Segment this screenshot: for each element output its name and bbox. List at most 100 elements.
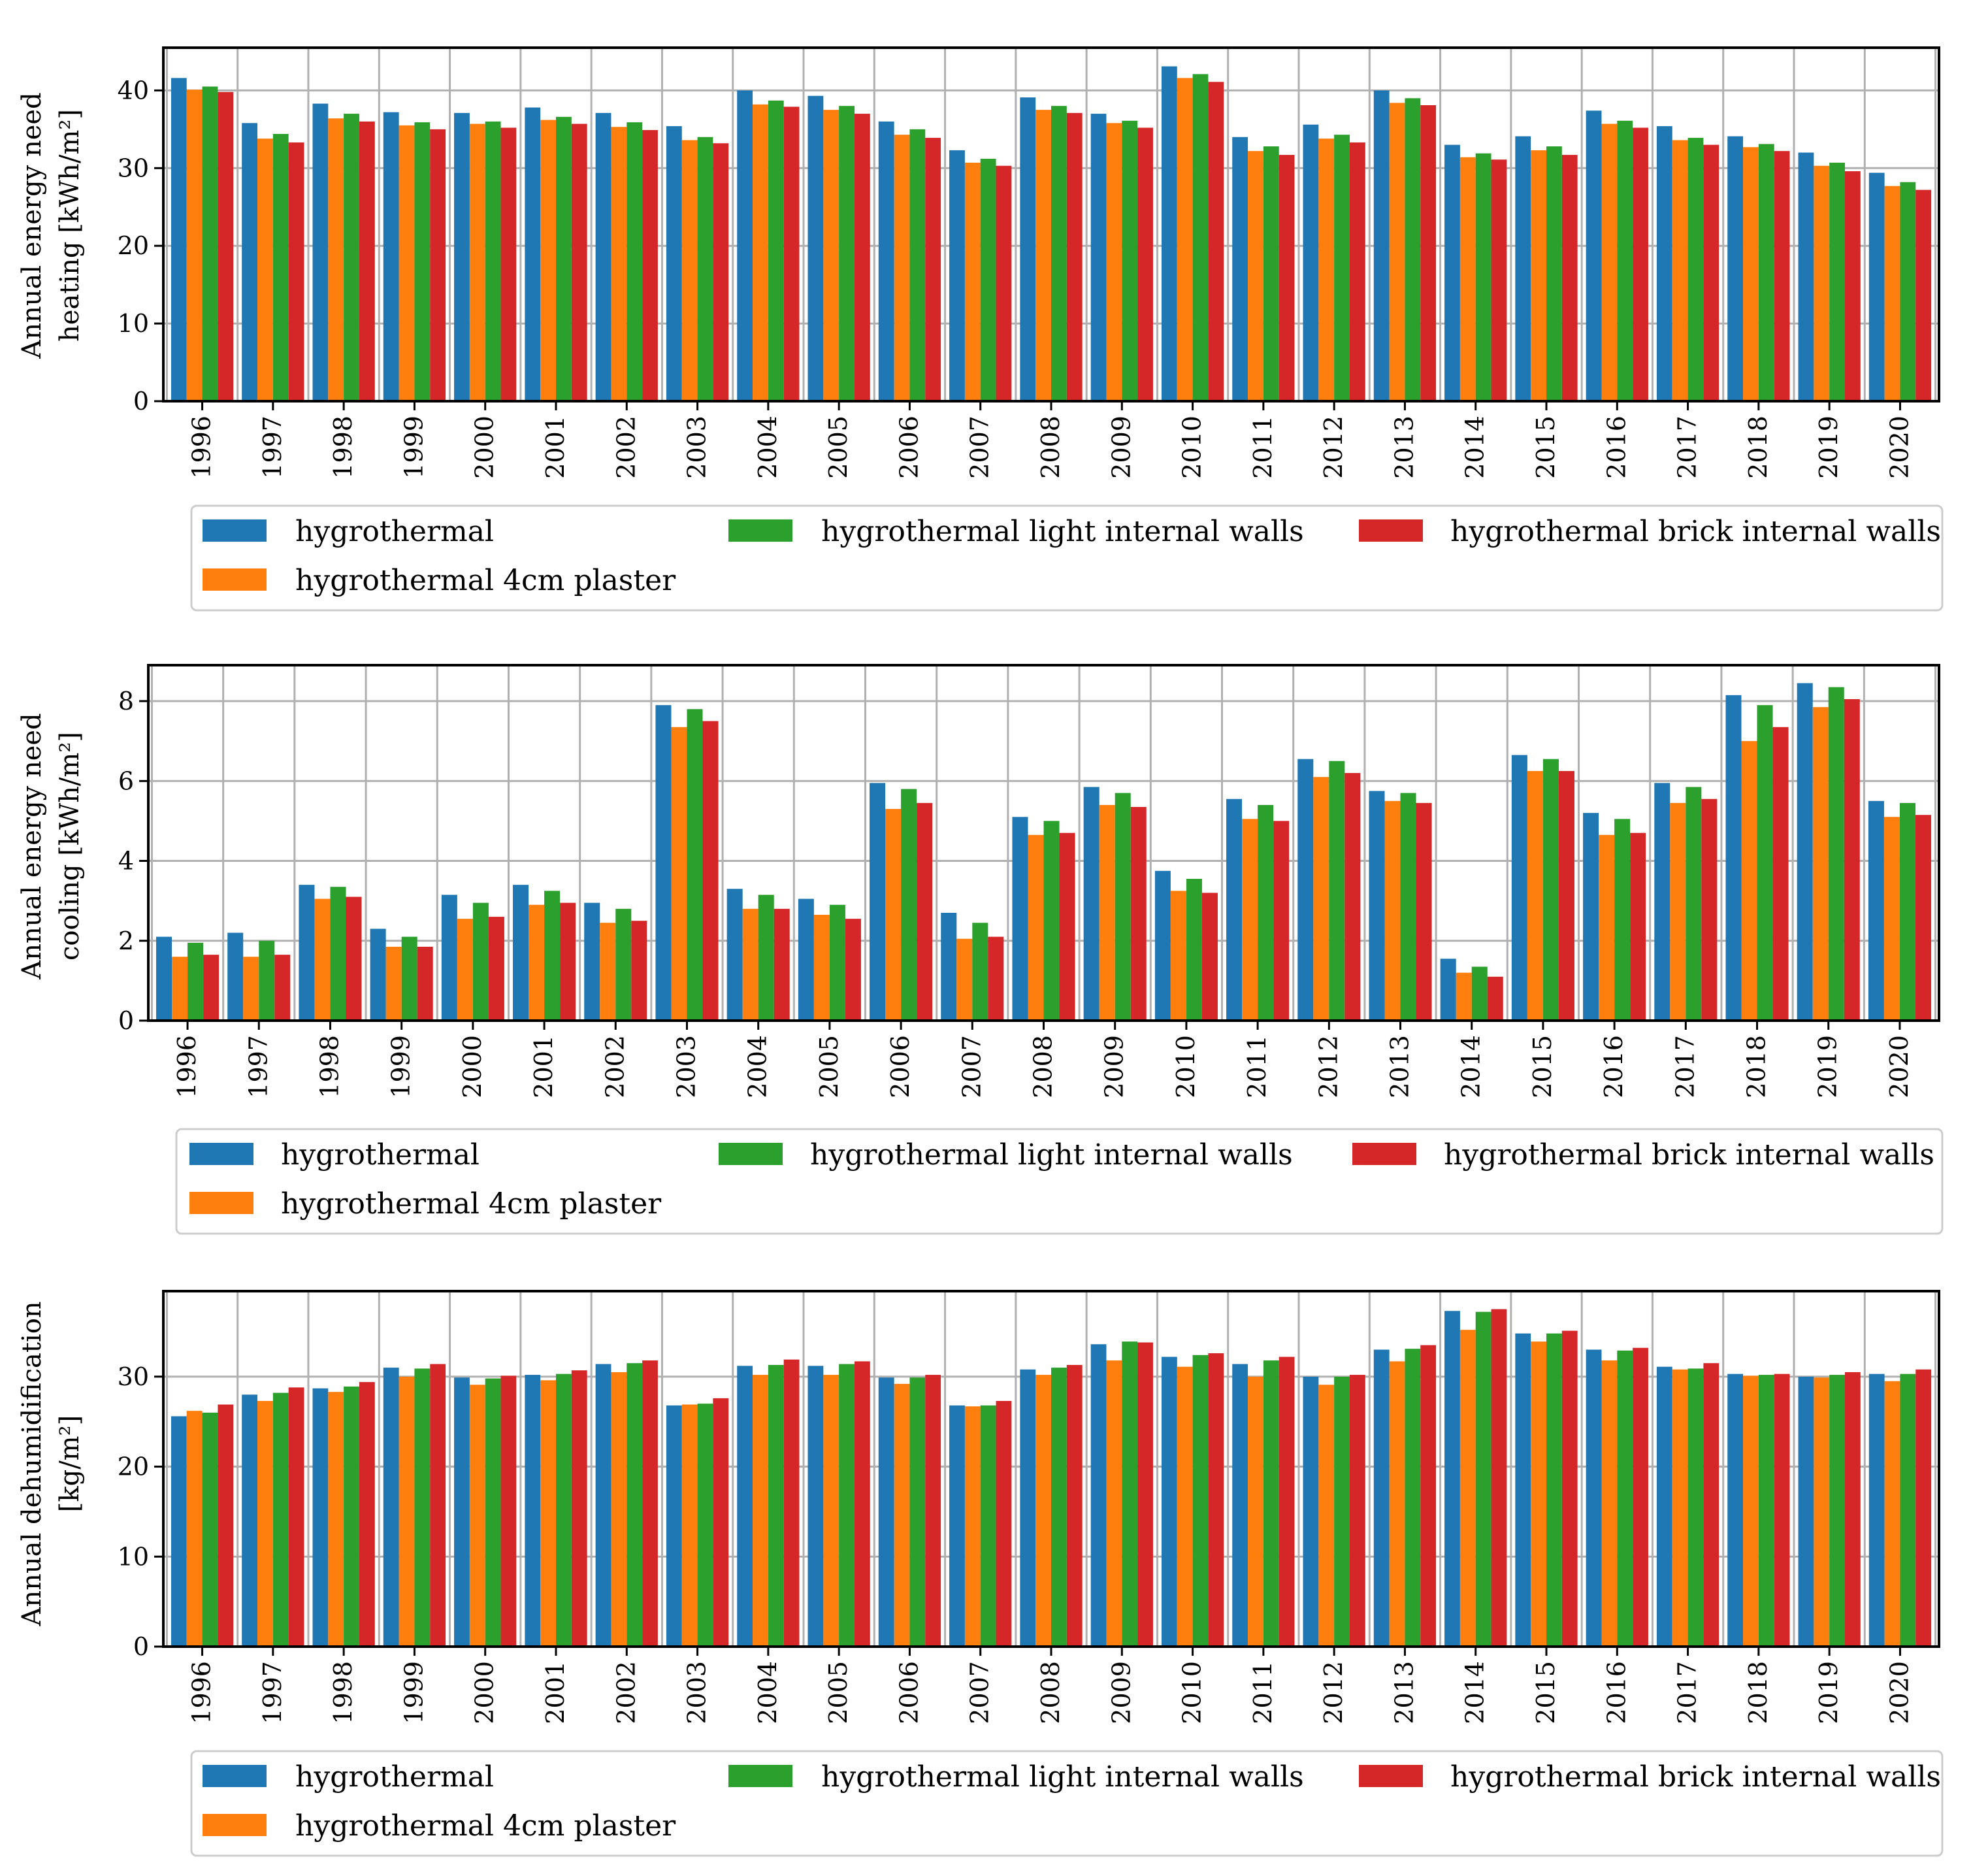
bar [1177,78,1193,401]
bar [1400,793,1416,1021]
bar [399,1376,415,1647]
bar [1915,189,1932,401]
x-tick-label: 2011 [1248,1661,1277,1724]
y-tick-label: 40 [118,76,149,105]
bar [1515,136,1531,402]
y-axis-label-line2: heating [kWh/m²] [55,109,85,342]
y-axis-label-line2: cooling [kWh/m²] [55,732,85,961]
x-tick-label: 2001 [541,416,570,479]
bar [1868,1373,1885,1647]
cooling-legend: hygrothermal hygrothermal 4cm plaster hy… [175,1128,1944,1235]
x-tick-label: 2008 [1036,1661,1065,1724]
bar [1617,1350,1633,1647]
bar [242,1394,258,1647]
bar [894,135,910,401]
bar [1279,155,1295,402]
x-tick-label: 2019 [1814,1035,1842,1098]
x-tick-label: 2017 [1673,416,1702,479]
legend-label-brick-internal-walls: hygrothermal brick internal walls [1444,1138,1934,1172]
x-tick-label: 2014 [1457,1035,1486,1098]
bar [1601,1360,1618,1647]
bar [1743,147,1759,401]
bar [996,1401,1012,1647]
bar [1106,123,1122,402]
y-tick-label: 30 [118,1362,149,1391]
bar [1703,1363,1719,1647]
x-tick-label: 2000 [470,1661,499,1724]
bar [1083,787,1100,1021]
bar [1798,1376,1814,1647]
bar [925,1375,941,1647]
bar [1232,137,1248,401]
legend-swatch-4cm-plaster [203,1814,267,1836]
bar [485,1378,501,1647]
bar [399,125,415,401]
bar [288,142,304,402]
bar [544,891,561,1021]
bar [901,789,917,1021]
y-axis-label-line1: Annual energy need [17,92,47,359]
y-tick-label: 20 [118,1453,149,1481]
bar [1115,793,1131,1021]
x-tick-label: 2009 [1107,1661,1135,1724]
bar [1758,1375,1774,1647]
bar [1844,171,1861,401]
bar [227,932,244,1021]
bar [454,112,470,401]
bar [1672,1369,1688,1647]
bar [807,95,824,401]
bar [457,919,473,1021]
bar [1515,1333,1531,1647]
bar [1444,144,1460,401]
bar [1487,976,1503,1021]
bar [980,159,996,401]
bar [642,1360,658,1647]
x-tick-label: 1998 [329,416,357,479]
legend-label-light-internal-walls: hygrothermal light internal walls [810,1138,1293,1172]
x-tick-label: 1996 [172,1035,201,1098]
bar [500,127,517,401]
bar [1829,162,1845,401]
bar [1491,1309,1507,1647]
x-tick-label: 2014 [1461,1661,1490,1724]
bar [274,955,291,1021]
x-tick-label: 1996 [187,416,216,479]
bar [414,122,431,401]
bar [595,112,611,401]
bar [1586,1349,1602,1647]
bar [314,898,331,1021]
x-tick-label: 2007 [966,416,994,479]
bar [758,895,774,1021]
bar [870,783,886,1021]
legend-swatch-hygrothermal [203,1765,267,1787]
x-tick-label: 2015 [1528,1035,1557,1098]
bar [1020,97,1036,401]
bar [1884,186,1900,401]
bar [571,1370,587,1647]
bar [312,1388,329,1647]
bar [1527,770,1543,1021]
x-tick-label: 2001 [529,1035,558,1098]
bar [1654,783,1670,1021]
x-tick-label: 2012 [1314,1035,1343,1098]
bar [1122,120,1138,401]
bar [1066,112,1083,401]
bar [555,116,572,402]
bar [202,1412,218,1647]
bar [1743,1375,1759,1647]
heating-chart: Annual energy need heating [kWh/m²] 0 10 2… [17,46,1940,479]
bar [359,1382,375,1647]
bar [909,129,926,401]
bar [1586,110,1602,402]
x-tick-label: 2002 [600,1035,629,1098]
bar [272,133,289,401]
bar [1617,120,1633,401]
bar [560,902,576,1021]
bar [774,908,790,1021]
x-tick-label: 2015 [1531,1661,1560,1724]
bar [1814,165,1830,401]
bar [956,938,973,1021]
legend-label-4cm-plaster: hygrothermal 4cm plaster [281,1187,662,1221]
bar [218,1404,234,1647]
bar [1137,1342,1153,1647]
